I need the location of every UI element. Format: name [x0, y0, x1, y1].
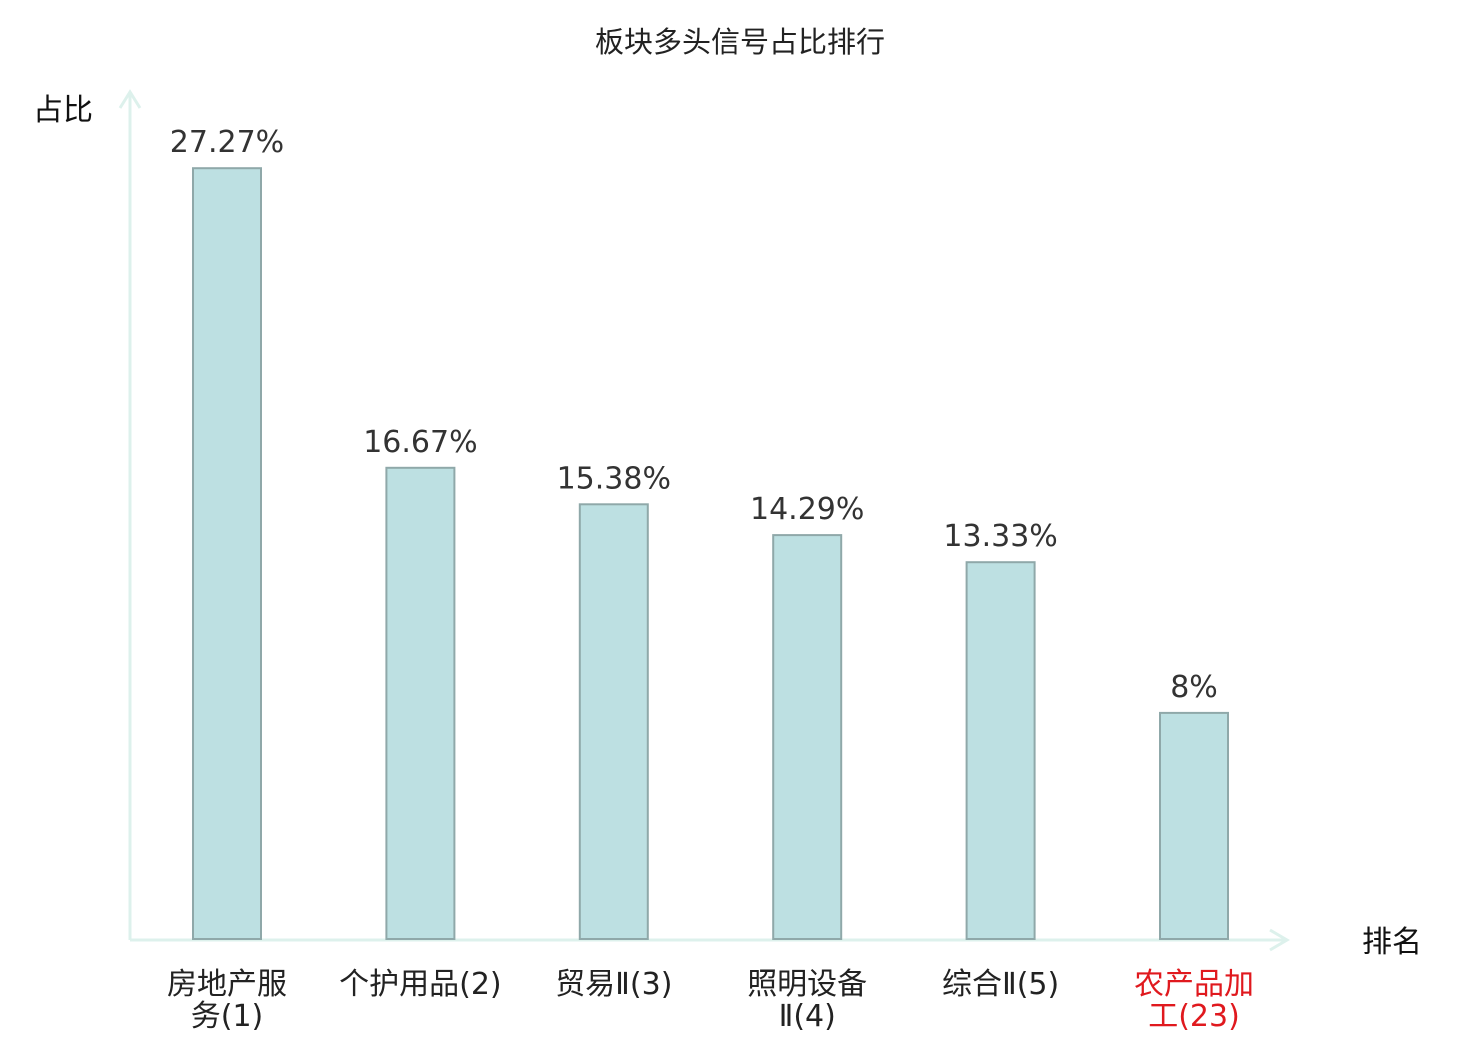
value-label-5: 13.33%: [943, 519, 1057, 554]
x-axis: [130, 928, 1290, 952]
value-label-4: 14.29%: [750, 492, 864, 527]
chart-title: 板块多头信号占比排行: [595, 25, 885, 59]
category-label-5: 综合Ⅱ(5): [942, 967, 1059, 1002]
value-labels-group: 27.27% 16.67% 15.38% 14.29% 13.33% 8%: [170, 125, 1218, 705]
category-label-2: 个护用品(2): [339, 967, 502, 1002]
bar-1: [192, 167, 262, 940]
bars-group: [192, 167, 1229, 941]
category-label-line: 农产品加: [1134, 967, 1254, 1002]
category-label-line: 房地产服: [167, 967, 287, 1002]
bar-6: [1159, 711, 1229, 941]
category-label-line: 个护用品(2): [339, 967, 502, 1002]
category-label-3: 贸易Ⅱ(3): [555, 967, 672, 1002]
bar-4: [772, 534, 843, 940]
category-label-6: 农产品加工(23): [1134, 967, 1254, 1034]
category-label-4: 照明设备 Ⅱ(4): [747, 967, 867, 1034]
bar-3: [578, 503, 649, 940]
y-axis-arrow: [118, 89, 142, 109]
category-label-line: Ⅱ(4): [779, 999, 836, 1034]
value-label-1: 27.27%: [170, 125, 284, 160]
category-label-line: 综合Ⅱ(5): [942, 967, 1059, 1002]
bar-5: [965, 561, 1036, 940]
category-label-line: 务(1): [191, 999, 264, 1034]
y-axis-label: 占比: [33, 93, 93, 128]
category-labels-group: 房地产服务(1) 个护用品(2) 贸易Ⅱ(3) 照明设备 Ⅱ(4) 综合Ⅱ(5) 农产品加工…: [167, 967, 1254, 1034]
value-label-3: 15.38%: [557, 461, 671, 496]
x-axis-arrow: [1269, 928, 1290, 952]
category-label-line: 照明设备: [747, 967, 867, 1002]
x-axis-label: 排名: [1362, 925, 1422, 960]
y-axis: [118, 89, 142, 940]
value-label-2: 16.67%: [363, 425, 477, 460]
category-label-1: 房地产服务(1): [167, 967, 287, 1034]
bar-2: [385, 466, 456, 940]
category-label-line: 贸易Ⅱ(3): [555, 967, 672, 1002]
category-label-line: 工(23): [1148, 999, 1240, 1034]
value-label-6: 8%: [1170, 670, 1218, 705]
